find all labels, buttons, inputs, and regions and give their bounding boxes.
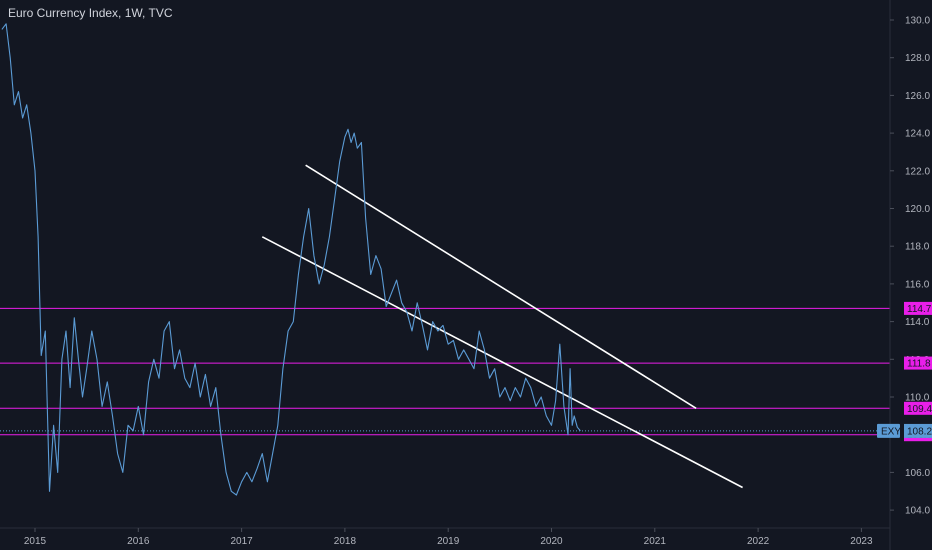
y-tick-label-11: 126.0: [905, 91, 930, 102]
horizontal-levels: [0, 307, 890, 436]
x-tick-label-7: 2022: [747, 536, 770, 547]
x-axis: 2015 2016 2017 2018 2019 2020 2021 2022 2023: [0, 527, 890, 547]
x-tick-label-4: 2019: [437, 536, 460, 547]
channel-line-1: [305, 164, 697, 409]
y-tick-label-7: 118.0: [905, 242, 930, 253]
x-tick-label-6: 2021: [644, 536, 667, 547]
level-tag-bg-2: [904, 401, 932, 415]
x-tick-label-8: 2023: [850, 536, 873, 547]
level-tag-bg-0: [904, 301, 932, 315]
price-line-EXY: [1, 23, 581, 496]
y-tick-label-10: 124.0: [905, 129, 930, 140]
chart-title: Euro Currency Index, 1W, TVC: [8, 6, 173, 20]
symbol-tag-bg: [877, 423, 900, 438]
symbol-tag: EXY: [881, 426, 901, 437]
y-tick-label-12: 128.0: [905, 53, 930, 64]
x-tick-label-5: 2020: [540, 536, 563, 547]
level-tag-bg-1: [904, 356, 932, 370]
y-tick-label-6: 116.0: [905, 279, 930, 290]
channel-line-0: [261, 236, 743, 489]
y-tick-label-9: 122.0: [905, 166, 930, 177]
y-tick-label-8: 120.0: [905, 204, 930, 215]
x-tick-label-3: 2018: [334, 536, 357, 547]
level-tag-0: 114.7: [907, 304, 932, 315]
price-series: [1, 23, 581, 496]
y-tick-label-5: 114.0: [905, 317, 930, 328]
y-axis: 104.0106.0108.0110.0112.0114.0116.0118.0…: [889, 0, 930, 550]
level-tag-1: 111.8: [907, 359, 931, 370]
y-tick-label-13: 130.0: [905, 16, 930, 27]
y-tick-label-3: 110.0: [905, 393, 930, 404]
y-tick-label-1: 106.0: [905, 468, 930, 479]
last-price-tag-bg: [904, 423, 932, 438]
x-tick-label-0: 2015: [24, 536, 47, 547]
x-tick-label-2: 2017: [230, 536, 253, 547]
level-tag-2: 109.4: [907, 404, 932, 415]
last-price-tag: 108.2: [907, 426, 932, 437]
trend-channel: [261, 164, 743, 489]
y-tick-label-0: 104.0: [905, 506, 930, 517]
x-tick-label-1: 2016: [127, 536, 150, 547]
